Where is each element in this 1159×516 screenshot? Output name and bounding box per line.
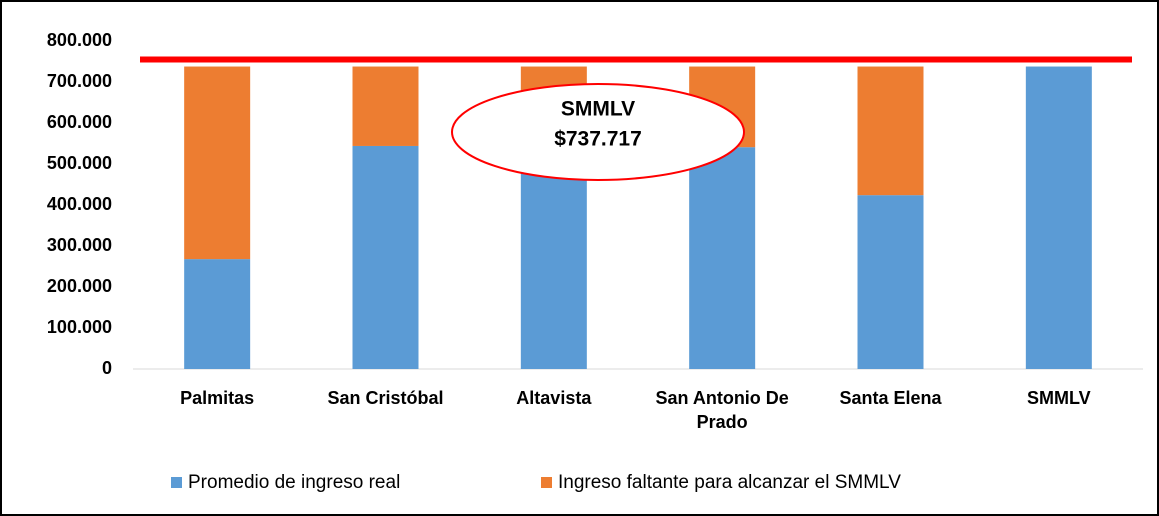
x-tick-label: San Cristóbal [327, 388, 444, 408]
x-tick-label: SMMLV [1026, 388, 1091, 408]
y-tick-label: 800.000 [47, 30, 112, 50]
x-tick-label: Altavista [516, 388, 592, 408]
bar-segment [689, 147, 756, 369]
bar-segment [352, 66, 419, 146]
x-tick-label: San Antonio De Prado [655, 388, 789, 432]
y-tick-label: 0 [102, 358, 112, 378]
x-tick-label: Palmitas [180, 388, 255, 408]
bar-segment [857, 195, 924, 369]
annotation-text: SMMLV [561, 98, 635, 121]
legend-label: Ingreso faltante para alcanzar el SMMLV [558, 472, 901, 493]
legend-label: Promedio de ingreso real [188, 472, 400, 493]
y-tick-label: 200.000 [47, 276, 112, 296]
y-tick-label: 400.000 [47, 194, 112, 214]
annotation-text: $737.717 [554, 128, 642, 151]
y-tick-label: 500.000 [47, 153, 112, 173]
y-tick-label: 700.000 [47, 71, 112, 91]
bar-segment [352, 145, 419, 369]
bar-segment [184, 259, 251, 369]
legend-swatch [541, 477, 552, 488]
y-tick-label: 300.000 [47, 235, 112, 255]
bar-segment [1025, 66, 1092, 369]
y-tick-label: 100.000 [47, 317, 112, 337]
bar-segment [184, 66, 251, 260]
x-tick-label: Santa Elena [839, 388, 942, 408]
y-tick-label: 600.000 [47, 112, 112, 132]
bar-segment [520, 155, 587, 369]
bar-segment [857, 66, 924, 196]
legend-swatch [171, 477, 182, 488]
annotation-ellipse [451, 83, 745, 181]
